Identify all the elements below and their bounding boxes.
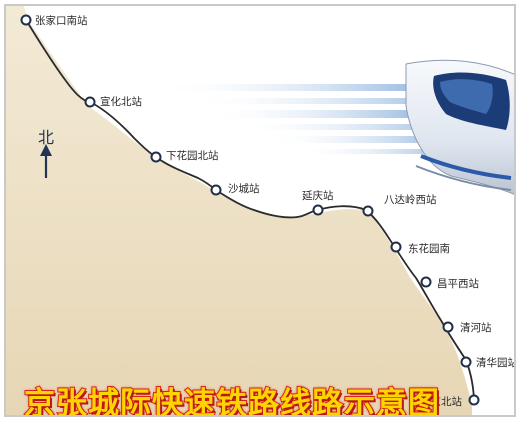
station-label-badaling-west: 八达岭西站 [384,194,437,206]
station-label-yanqing: 延庆站 [302,190,334,202]
station-marker[interactable] [442,321,454,333]
station-marker[interactable] [460,356,472,368]
railway-line [25,19,475,405]
station-marker[interactable] [362,205,374,217]
station-label-xiahuayuan-north: 下花园北站 [166,150,219,162]
station-label-xuanhua-north: 宣化北站 [100,96,142,108]
station-marker[interactable] [420,276,432,288]
station-label-shacheng: 沙城站 [228,183,260,195]
station-markers [20,14,480,406]
station-label-changping-west: 昌平西站 [437,278,479,290]
station-label-donghuayuan-south: 东花园南 [408,243,450,255]
station-marker[interactable] [210,184,222,196]
terrain-area [6,6,472,415]
north-arrow-icon [40,144,52,178]
station-marker[interactable] [84,96,96,108]
map-frame: 张家口南站 宣化北站 下花园北站 沙城站 延庆站 八达岭西站 东花园南 昌平西站… [4,4,516,417]
map-title: 京张城际快速铁路线路示意图 [23,385,440,417]
station-marker[interactable] [150,151,162,163]
station-label-zhangjiakou-south: 张家口南站 [35,15,88,27]
station-marker[interactable] [20,14,32,26]
map-canvas [6,6,514,415]
high-speed-train-illustration [405,59,514,195]
station-label-qinghe: 清河站 [460,322,492,334]
station-marker[interactable] [312,204,324,216]
station-marker[interactable] [390,241,402,253]
station-marker[interactable] [468,394,480,406]
train-speed-lines [156,84,436,154]
station-label-beijing-north: 北京北站 [420,396,462,408]
north-label: 北 [38,128,55,147]
station-label-qinghuayuan: 清华园站 [476,357,516,369]
